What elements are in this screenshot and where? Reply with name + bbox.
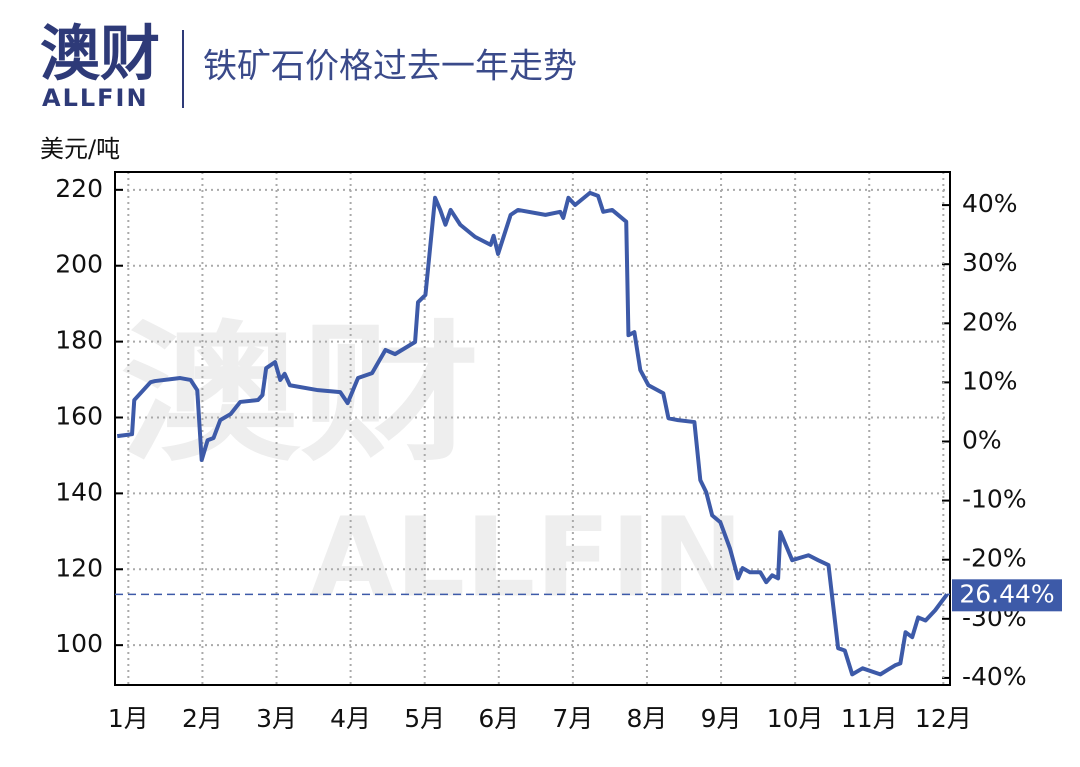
y2-tick-label: -20% <box>962 544 1027 573</box>
y-tick-label: 160 <box>55 401 103 430</box>
watermark: 澳财 <box>120 308 480 483</box>
y2-tick-label: -40% <box>962 662 1027 691</box>
y2-tick-label: 20% <box>962 307 1018 336</box>
y2-tick-label: -10% <box>962 485 1027 514</box>
logo-name: 澳财 <box>40 20 160 90</box>
y2-tick-label: 10% <box>962 366 1018 395</box>
x-tick-label: 5月 <box>404 704 445 733</box>
y2-tick-label: 40% <box>962 189 1018 218</box>
y-tick-label: 140 <box>55 477 103 506</box>
logo-sub: ALLFIN <box>42 84 149 112</box>
chart-title: 铁矿石价格过去一年走势 <box>203 47 577 87</box>
y-tick-label: 100 <box>55 629 103 658</box>
plot-frame <box>114 171 951 686</box>
annotation-box <box>952 579 1062 612</box>
x-tick-label: 7月 <box>552 704 593 733</box>
x-tick-label: 6月 <box>478 704 519 733</box>
y-tick-label: 180 <box>55 326 103 355</box>
x-tick-label: 2月 <box>182 704 223 733</box>
watermark-sub: ALLFIN <box>310 493 743 621</box>
y2-tick-label: 0% <box>962 426 1002 455</box>
y-tick-label: 200 <box>55 250 103 279</box>
annotation: 26.44% <box>959 579 1054 608</box>
price-line <box>116 190 949 677</box>
x-tick-label: 1月 <box>108 704 149 733</box>
y-tick-label: 120 <box>55 553 103 582</box>
x-tick-label: 4月 <box>330 704 371 733</box>
x-tick-label: 11月 <box>841 704 898 733</box>
x-tick-label: 3月 <box>256 704 297 733</box>
y2-tick-label: 30% <box>962 248 1018 277</box>
x-tick-label: 10月 <box>767 704 824 733</box>
y-axis-label: 美元/吨 <box>40 135 120 163</box>
y-tick-label: 220 <box>55 174 103 203</box>
x-tick-label: 8月 <box>627 704 668 733</box>
x-tick-label: 12月 <box>915 704 972 733</box>
x-tick-label: 9月 <box>701 704 742 733</box>
